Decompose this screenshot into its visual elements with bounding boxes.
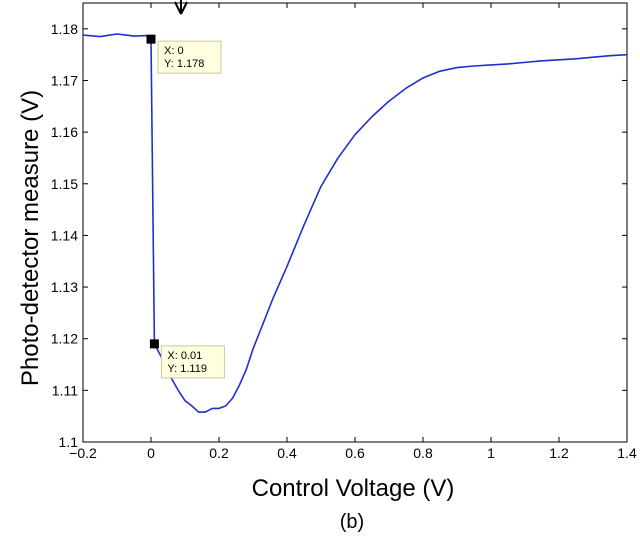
x-tick-label: 1.4 [617,445,637,461]
x-tick-label: −0.2 [69,445,97,461]
datatip-marker [146,34,156,44]
datatip-x-label: X: 0.01 [167,350,202,362]
y-tick-label: 1.17 [51,72,78,88]
y-tick-label: 1.1 [59,434,79,450]
y-tick-label: 1.12 [51,331,78,347]
figure-caption: (b) [340,511,364,533]
datatip-x-label: X: 0 [164,45,184,57]
x-tick-label: 0.6 [345,445,365,461]
datatip-1: X: 0.01Y: 1.119 [149,339,225,379]
x-tick-label: 0.2 [209,445,229,461]
datatip-box [160,345,225,379]
y-tick-label: 1.14 [51,227,78,243]
x-tick-label: 0.8 [413,445,433,461]
datatip-y-label: Y: 1.119 [167,363,207,375]
datatip-0: X: 0Y: 1.178 [146,34,222,74]
datatip-box [157,40,222,74]
x-tick-label: 1.2 [549,445,569,461]
y-tick-label: 1.13 [51,279,78,295]
x-axis-title: Control Voltage (V) [252,475,455,502]
y-tick-label: 1.18 [51,21,78,37]
x-tick-label: 0.4 [277,445,297,461]
datatip-y-label: Y: 1.178 [164,58,204,70]
x-tick-label: 0 [147,445,155,461]
y-tick-label: 1.15 [51,176,78,192]
y-axis-title: Photo-detector measure (V) [17,90,44,386]
y-tick-label: 1.16 [51,124,78,140]
datatip-marker [149,339,159,349]
y-tick-label: 1.11 [52,382,78,398]
arrow-marker [174,0,188,15]
x-tick-label: 1 [487,445,495,461]
